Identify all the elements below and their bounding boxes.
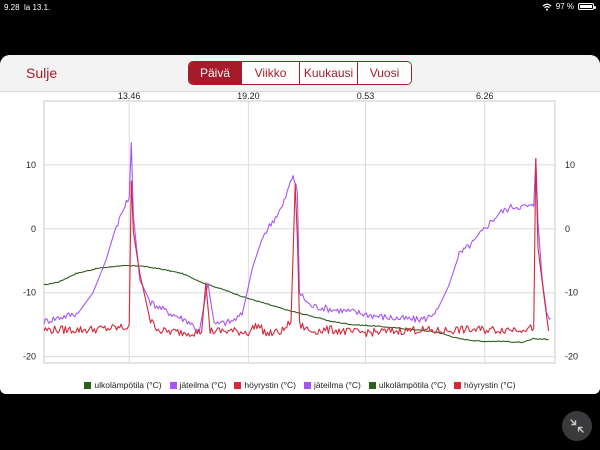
legend-item: ulkolämpötila (°C): [368, 378, 447, 392]
y-tick-label-right: -20: [565, 352, 578, 362]
x-tick-label: 0.53: [357, 91, 375, 101]
legend-item: jäteilma (°C): [304, 378, 361, 392]
series-line: [43, 141, 551, 333]
y-tick-label-right: -10: [565, 288, 578, 298]
legend-label: höyrystin (°C): [244, 380, 296, 390]
legend-swatch: [368, 381, 376, 389]
legend-swatch: [84, 381, 92, 389]
y-tick-label-left: -20: [23, 352, 36, 362]
series-line: [43, 264, 549, 344]
status-bar: 9.28 la 13.1. 97 %: [0, 0, 600, 14]
y-tick-label-right: 0: [565, 224, 570, 234]
period-selector: Päivä Viikko Kuukausi Vuosi: [188, 61, 412, 85]
x-tick-label: 13.46: [118, 91, 141, 101]
legend-swatch: [234, 381, 242, 389]
legend-item: jäteilma (°C): [169, 378, 227, 392]
legend-label: höyrystin (°C): [464, 380, 516, 390]
graph-sheet: Sulje Päivä Viikko Kuukausi Vuosi 10 10 0 0…: [0, 55, 600, 394]
legend-label: ulkolämpötila (°C): [94, 380, 162, 390]
tab-week[interactable]: Viikko: [241, 62, 299, 84]
legend-label: jäteilma (°C): [179, 380, 227, 390]
legend-swatch: [454, 381, 462, 389]
series-line: [43, 157, 550, 338]
chart-legend: ulkolämpötila (°C) jäteilma (°C) höyrystin…: [0, 378, 600, 392]
close-button[interactable]: Sulje: [26, 65, 58, 81]
legend-swatch: [169, 381, 177, 389]
legend-swatch: [304, 381, 311, 389]
x-tick-label: 6.26: [476, 91, 494, 101]
legend-item: höyrystin (°C): [454, 378, 516, 392]
battery-fill: [580, 5, 592, 8]
legend-item: höyrystin (°C): [234, 378, 296, 392]
sheet-header: Sulje Päivä Viikko Kuukausi Vuosi: [0, 55, 600, 92]
y-tick-label-left: 0: [31, 224, 36, 234]
shrink-arrows-icon: [570, 419, 584, 433]
temperature-chart: 10 10 0 0 -10 -10 -20 -20 13.46 19.20 0.53 6.26 ulk…: [0, 91, 600, 394]
legend-label: jäteilma (°C): [314, 380, 361, 390]
tab-day[interactable]: Päivä: [189, 62, 241, 84]
status-time: 9.28: [4, 3, 20, 12]
status-date: la 13.1.: [24, 3, 51, 12]
chart-svg: 10 10 0 0 -10 -10 -20 -20 13.46 19.20 0.53 6.26: [23, 91, 578, 364]
battery-icon: [578, 3, 596, 10]
tab-month[interactable]: Kuukausi: [299, 62, 357, 84]
status-right: 97 %: [542, 2, 596, 11]
y-tick-label-left: 10: [26, 160, 36, 170]
wifi-icon: [542, 3, 552, 11]
plot-frame: [43, 100, 556, 364]
legend-label: ulkolämpötila (°C): [378, 380, 447, 390]
legend-item: ulkolämpötila (°C): [84, 378, 162, 392]
y-tick-label-right: 10: [565, 160, 575, 170]
x-tick-label: 19.20: [237, 91, 260, 101]
battery-percent: 97 %: [555, 2, 574, 11]
tab-year[interactable]: Vuosi: [357, 62, 411, 84]
shrink-button[interactable]: [562, 411, 592, 441]
y-tick-label-left: -10: [23, 288, 36, 298]
